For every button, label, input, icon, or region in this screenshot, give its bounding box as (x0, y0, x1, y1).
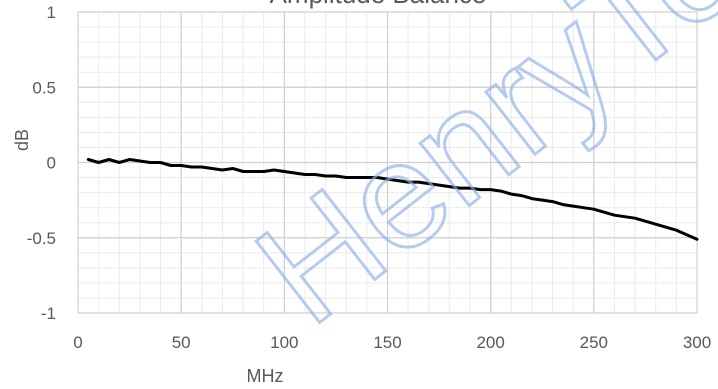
x-tick-label: 0 (73, 333, 82, 352)
x-tick-label: 50 (172, 333, 191, 352)
chart-title: Amplitude Balance (270, 0, 487, 9)
y-tick-label: 0 (47, 154, 56, 173)
y-tick-label: 1 (47, 3, 56, 22)
y-tick-label: -0.5 (27, 229, 56, 248)
x-tick-label: 150 (373, 333, 401, 352)
y-axis-title: dB (12, 129, 32, 151)
x-tick-label: 200 (476, 333, 504, 352)
x-tick-label: 250 (580, 333, 608, 352)
y-tick-label: -1 (41, 304, 56, 323)
x-tick-label: 300 (683, 333, 711, 352)
y-tick-labels: -1 -0.5 0 0.5 1 (27, 3, 56, 323)
x-tick-label: 100 (270, 333, 298, 352)
plot-series (86, 158, 699, 241)
series-line (86, 158, 699, 241)
x-axis-title: MHz (247, 366, 284, 386)
y-tick-label: 0.5 (32, 78, 56, 97)
x-tick-labels: 0 50 100 150 200 250 300 (73, 333, 711, 352)
major-gridlines (77, 11, 698, 314)
